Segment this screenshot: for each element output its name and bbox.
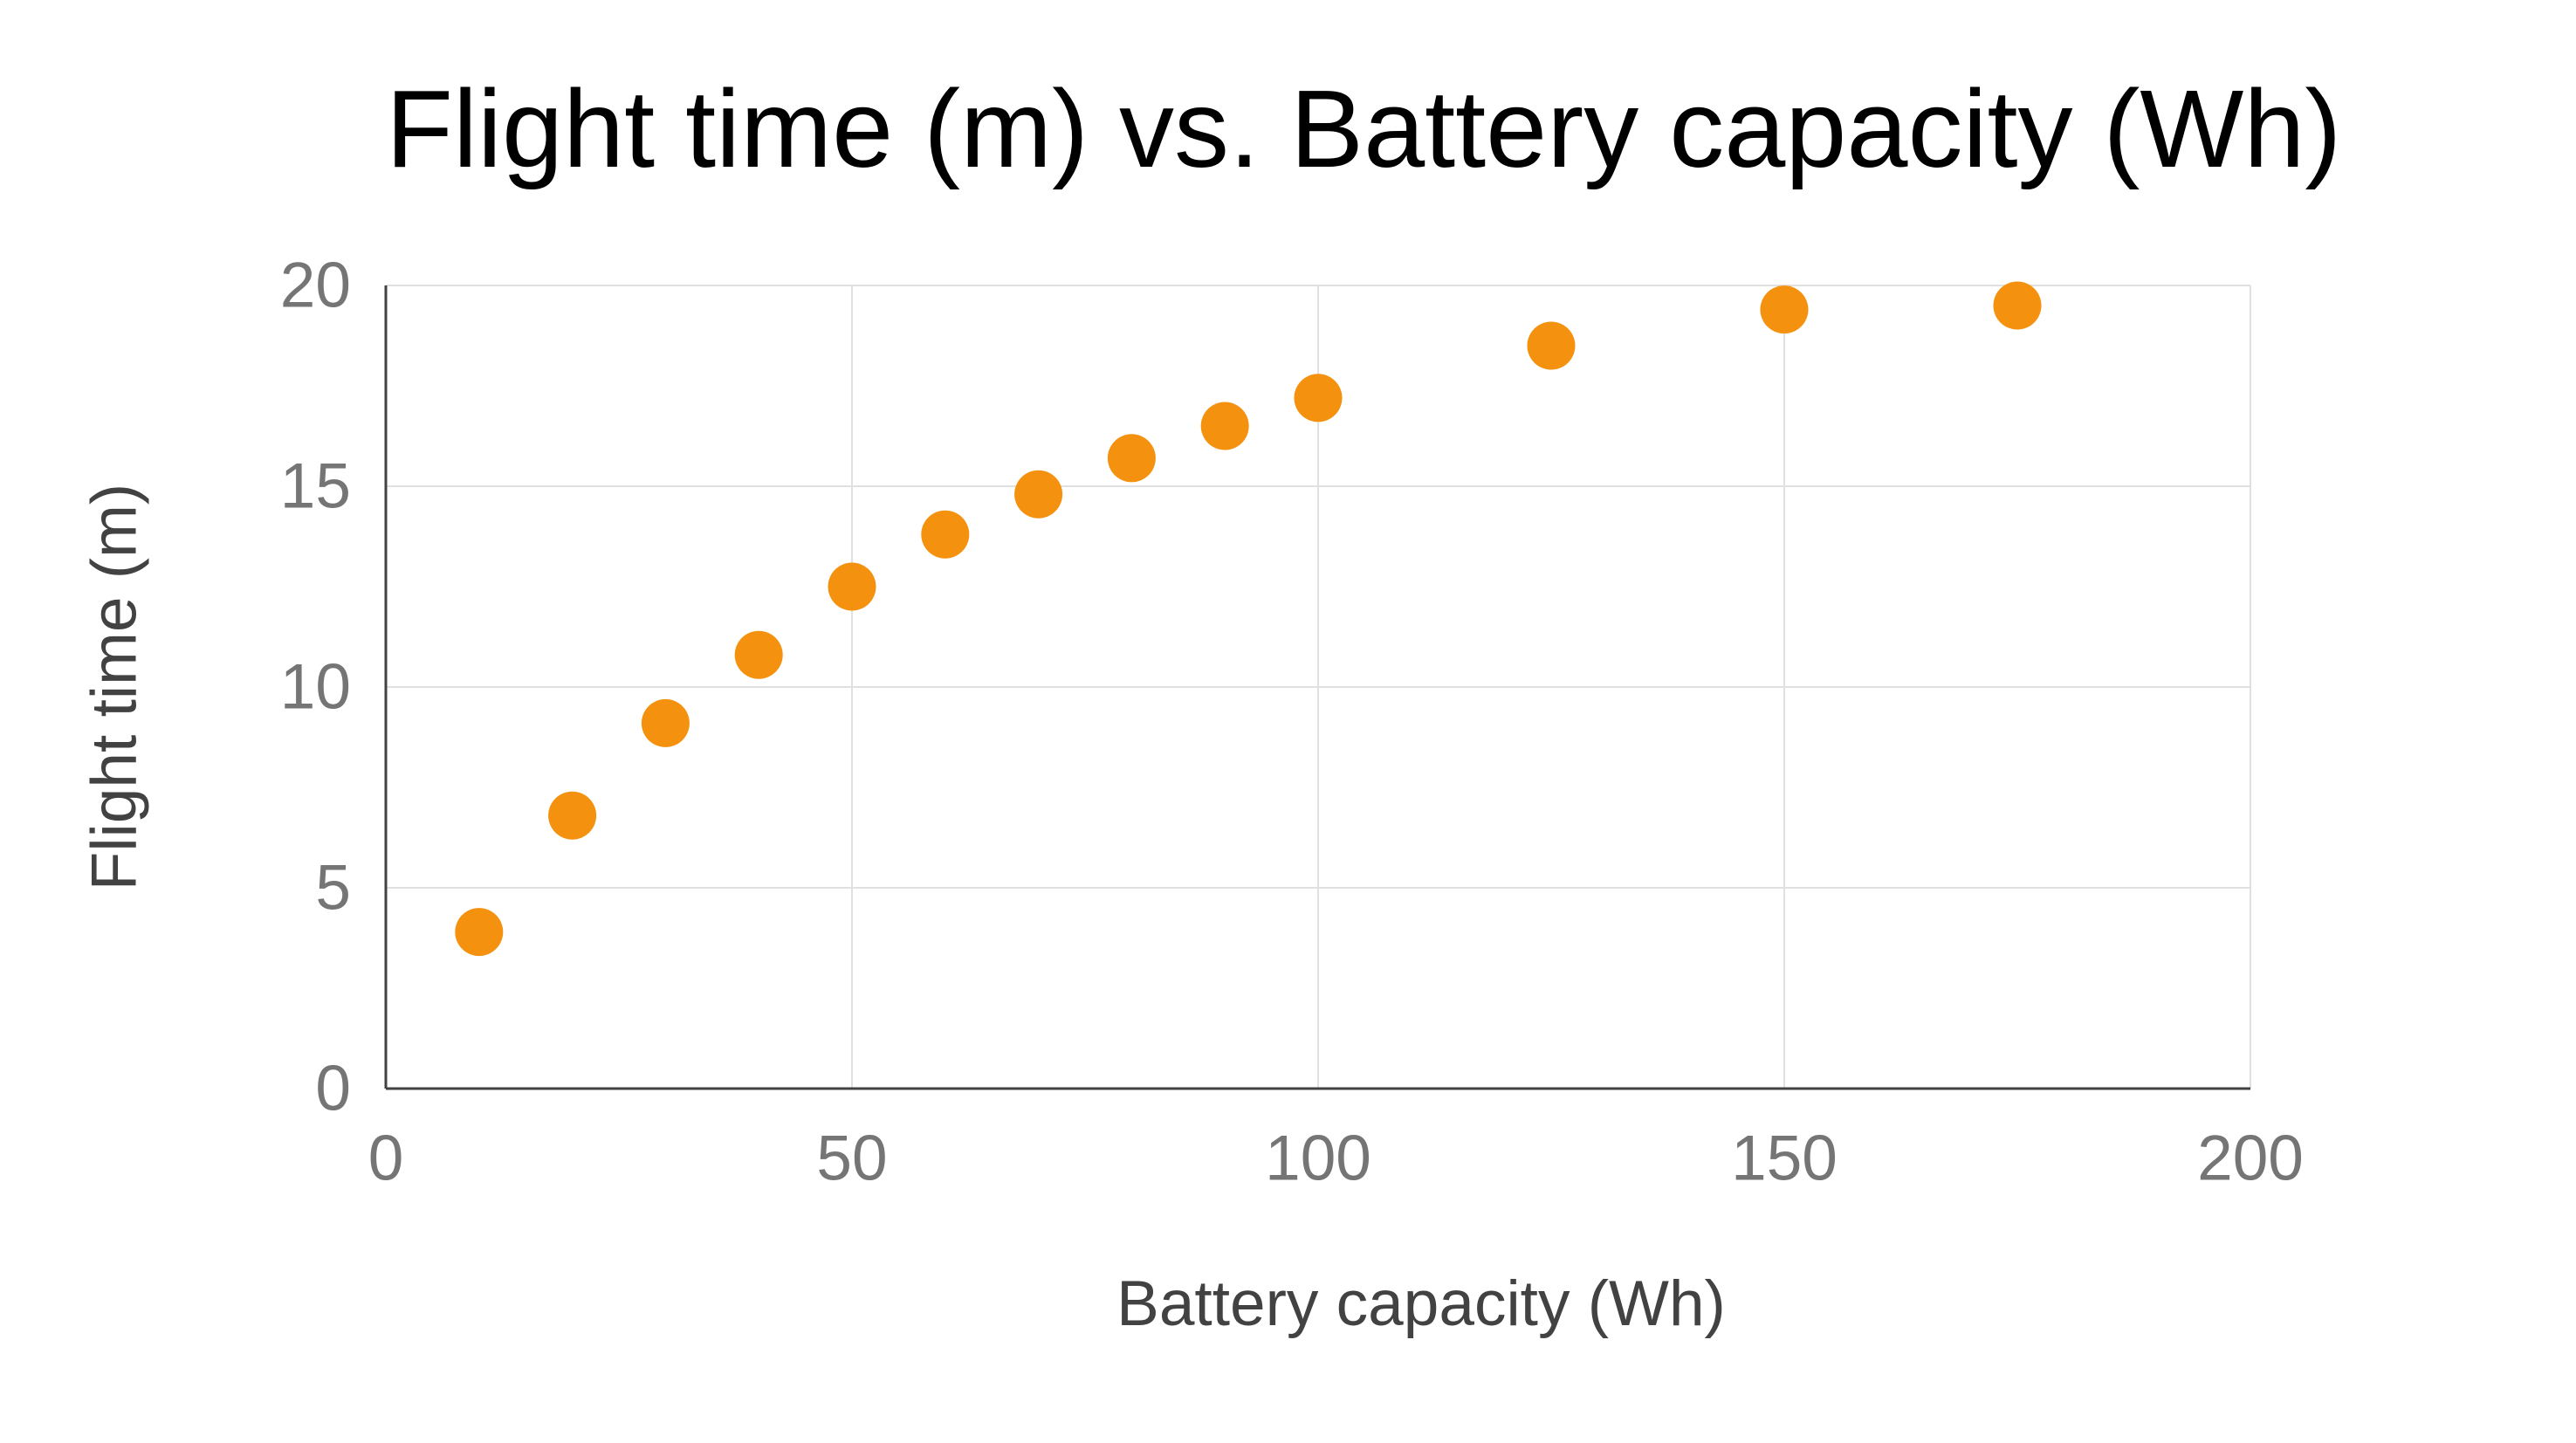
data-point	[548, 791, 597, 840]
y-tick-label: 5	[315, 853, 351, 924]
data-point	[734, 630, 783, 679]
data-point	[455, 908, 504, 957]
y-tick-label: 10	[280, 652, 351, 723]
x-tick-label: 50	[816, 1123, 887, 1194]
y-tick-label: 15	[280, 451, 351, 522]
y-tick-label: 20	[280, 251, 351, 321]
x-tick-label: 0	[368, 1123, 404, 1194]
x-tick-label: 100	[1265, 1123, 1371, 1194]
x-axis-title: Battery capacity (Wh)	[1116, 1268, 1726, 1339]
data-point	[1014, 470, 1063, 519]
data-point	[1294, 374, 1343, 423]
data-point	[1200, 402, 1249, 450]
data-point	[641, 698, 690, 747]
y-axis-title: Flight time (m)	[79, 483, 150, 891]
x-tick-label: 200	[2197, 1123, 2304, 1194]
data-point	[1993, 281, 2042, 330]
y-tick-label: 0	[315, 1054, 351, 1124]
x-tick-label: 150	[1731, 1123, 1838, 1194]
data-point	[828, 562, 876, 611]
data-point	[1527, 321, 1576, 370]
chart-title: Flight time (m) vs. Battery capacity (Wh…	[386, 67, 2342, 190]
data-point	[1107, 434, 1156, 483]
data-point	[921, 510, 970, 559]
data-point	[1760, 285, 1809, 334]
